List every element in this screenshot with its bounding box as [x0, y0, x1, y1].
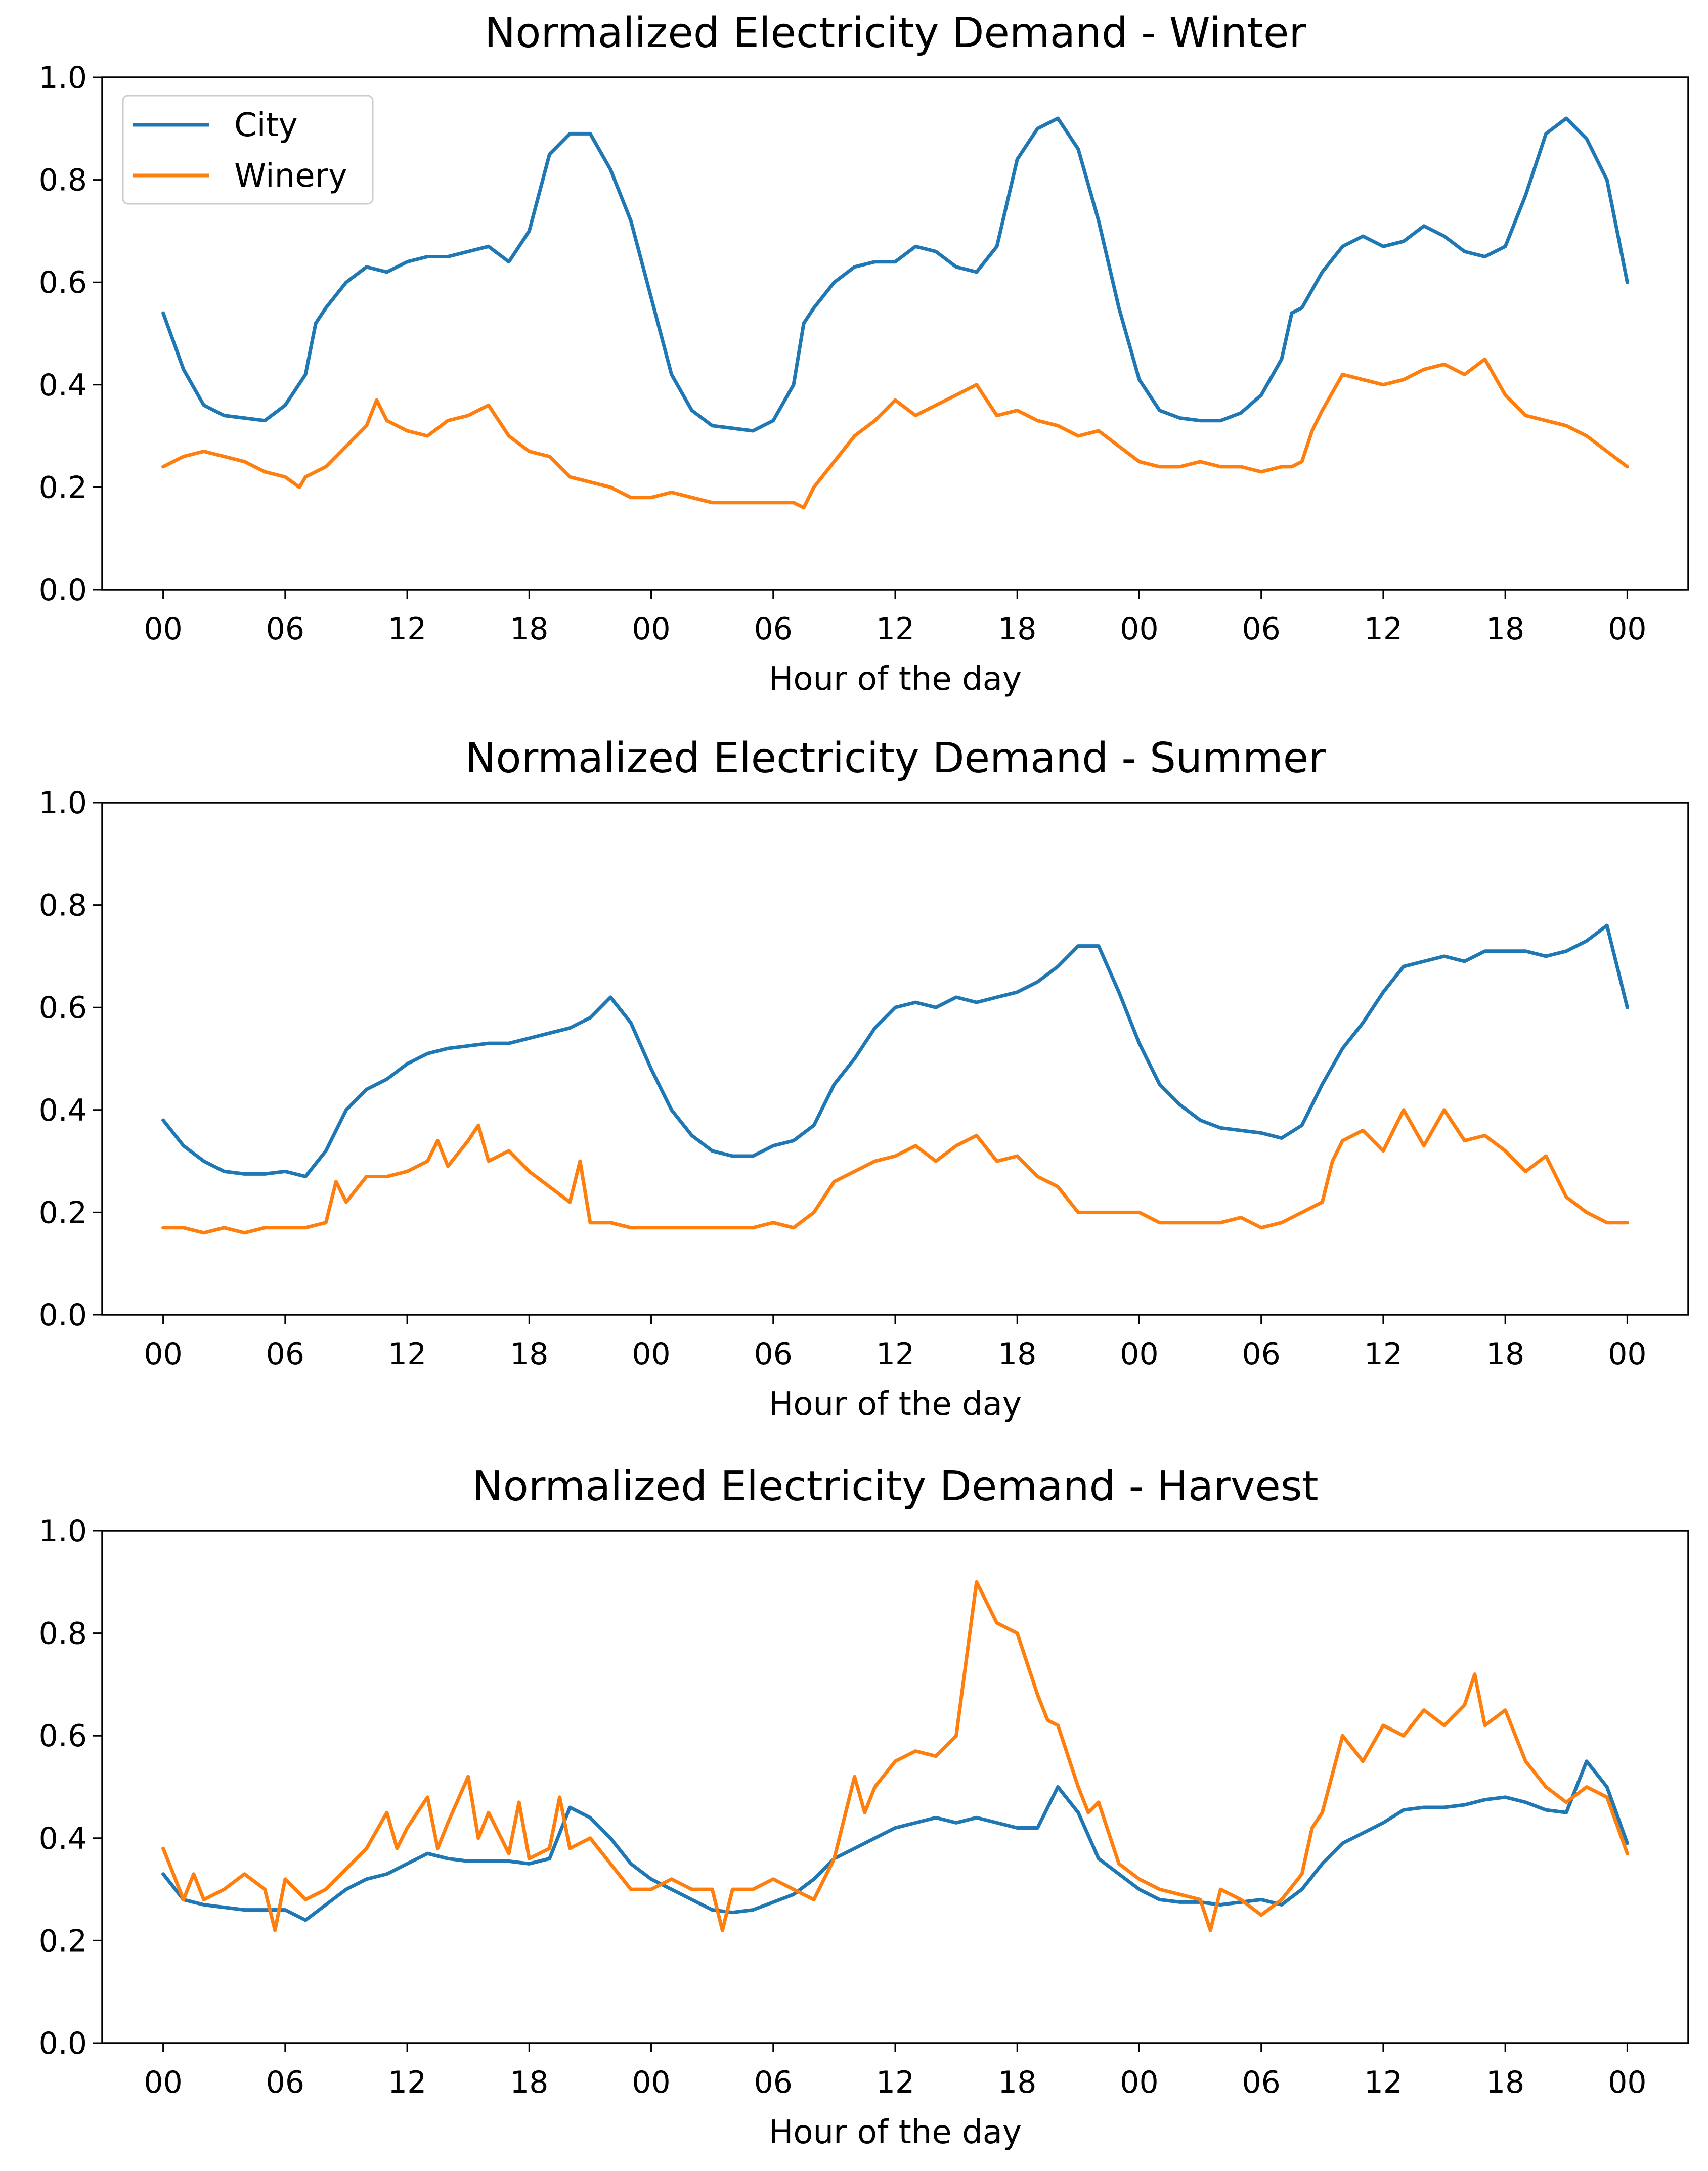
x-tick-label: 12 — [1364, 1337, 1403, 1372]
x-tick-label: 06 — [266, 611, 304, 647]
legend-label-city: City — [234, 107, 297, 144]
legend: City Winery — [122, 95, 374, 205]
x-tick-label: 00 — [1608, 1337, 1646, 1372]
y-tick-label: 0.2 — [39, 1195, 87, 1230]
x-tick-label: 00 — [1120, 1337, 1158, 1372]
x-tick-label: 00 — [632, 2065, 670, 2100]
x-tick-label: 00 — [144, 611, 182, 647]
chart-title: Normalized Electricity Demand - Harvest — [472, 1463, 1318, 1511]
legend-label-winery: Winery — [234, 157, 347, 195]
chart-title: Normalized Electricity Demand - Winter — [485, 9, 1306, 57]
x-tick-label: 18 — [510, 2065, 548, 2100]
x-tick-label: 06 — [266, 1337, 304, 1372]
y-tick-label: 0.0 — [39, 1298, 87, 1333]
x-tick-label: 12 — [876, 2065, 914, 2100]
x-tick-label: 06 — [754, 1337, 793, 1372]
x-tick-label: 00 — [144, 2065, 182, 2100]
y-tick-label: 0.2 — [39, 470, 87, 505]
x-tick-label: 00 — [144, 1337, 182, 1372]
plot-frame — [101, 76, 1689, 591]
x-tick-label: 12 — [876, 611, 914, 647]
series-line-winery — [161, 357, 1629, 510]
y-tick-label: 0.0 — [39, 572, 87, 608]
x-tick-label: 18 — [998, 611, 1036, 647]
x-tick-label: 00 — [1608, 611, 1646, 647]
chart-panel-1: Normalized Electricity Demand - Winter 0.… — [39, 9, 1689, 698]
y-tick-label: 0.2 — [39, 1923, 87, 1959]
plot-frame — [101, 802, 1689, 1316]
x-tick-label: 06 — [754, 611, 793, 647]
x-tick-label: 18 — [1486, 1337, 1524, 1372]
chart-panel-2: Normalized Electricity Demand - Summer 0.… — [39, 734, 1689, 1423]
x-tick-label: 18 — [998, 1337, 1036, 1372]
x-tick-label: 18 — [1486, 2065, 1524, 2100]
x-tick-label: 18 — [998, 2065, 1036, 2100]
x-tick-label: 12 — [388, 2065, 426, 2100]
y-tick-label: 1.0 — [39, 60, 87, 96]
x-tick-label: 12 — [388, 611, 426, 647]
y-tick-label: 0.4 — [39, 1821, 87, 1856]
y-tick-label: 0.4 — [39, 1093, 87, 1128]
y-tick-label: 1.0 — [39, 1514, 87, 1549]
plot-frame — [101, 1530, 1689, 2044]
x-tick-label: 06 — [1242, 1337, 1281, 1372]
y-tick-label: 0.8 — [39, 1616, 87, 1652]
x-tick-label: 06 — [1242, 2065, 1281, 2100]
series-line-winery — [161, 1580, 1629, 1932]
x-tick-label: 18 — [510, 1337, 548, 1372]
x-tick-label: 06 — [1242, 611, 1281, 647]
series-line-winery — [161, 1108, 1629, 1235]
y-tick-label: 0.8 — [39, 163, 87, 198]
y-tick-label: 0.6 — [39, 1718, 87, 1754]
x-tick-label: 12 — [1364, 611, 1403, 647]
x-tick-label: 00 — [632, 1337, 670, 1372]
series-line-city — [161, 1759, 1629, 1922]
x-tick-label: 18 — [510, 611, 548, 647]
x-tick-label: 06 — [754, 2065, 793, 2100]
x-tick-label: 00 — [1120, 611, 1158, 647]
x-axis-label: Hour of the day — [769, 2114, 1022, 2151]
x-tick-label: 00 — [1608, 2065, 1646, 2100]
chart-panel-3: Normalized Electricity Demand - Harvest 0… — [39, 1463, 1689, 2151]
series-line-city — [161, 116, 1629, 433]
x-tick-label: 00 — [632, 611, 670, 647]
x-tick-label: 12 — [1364, 2065, 1403, 2100]
x-tick-label: 00 — [1120, 2065, 1158, 2100]
x-tick-label: 12 — [876, 1337, 914, 1372]
x-axis-label: Hour of the day — [769, 660, 1022, 698]
y-tick-label: 1.0 — [39, 785, 87, 821]
x-tick-label: 06 — [266, 2065, 304, 2100]
y-tick-label: 0.0 — [39, 2026, 87, 2061]
y-tick-label: 0.6 — [39, 265, 87, 300]
series-line-city — [161, 923, 1629, 1178]
y-tick-label: 0.4 — [39, 368, 87, 403]
x-tick-label: 12 — [388, 1337, 426, 1372]
y-tick-label: 0.8 — [39, 888, 87, 923]
y-tick-label: 0.6 — [39, 990, 87, 1026]
chart-title: Normalized Electricity Demand - Summer — [465, 734, 1326, 782]
x-tick-label: 18 — [1486, 611, 1524, 647]
x-axis-label: Hour of the day — [769, 1386, 1022, 1423]
